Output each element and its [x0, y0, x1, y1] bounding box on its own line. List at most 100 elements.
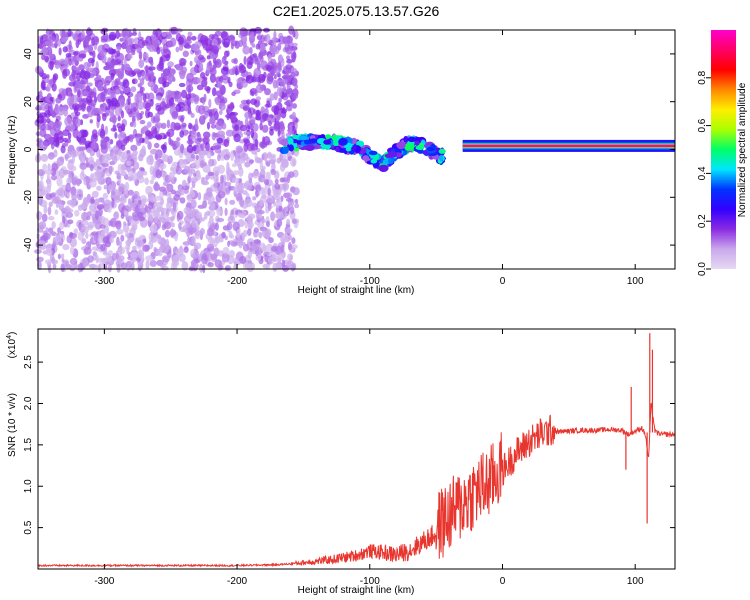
noise-point [185, 152, 192, 162]
noise-point [249, 116, 256, 124]
tone-point [404, 142, 415, 151]
noise-point [133, 68, 141, 73]
noise-point [286, 59, 293, 64]
noise-point [144, 204, 148, 212]
noise-point [225, 129, 234, 137]
colorbar-gradient [711, 30, 736, 269]
y-tick-label: 20 [23, 96, 34, 108]
noise-point [289, 205, 295, 215]
noise-point [54, 40, 58, 49]
noise-point [242, 45, 250, 55]
noise-point [182, 179, 187, 187]
noise-point [285, 45, 293, 55]
noise-point [81, 257, 89, 268]
noise-point [81, 169, 85, 177]
noise-point [87, 221, 95, 229]
noise-point [153, 142, 160, 149]
tone-point [378, 164, 389, 172]
noise-point [220, 151, 225, 157]
noise-point [99, 49, 107, 57]
noise-point [243, 142, 249, 152]
noise-point [255, 57, 259, 62]
noise-point [38, 180, 44, 190]
noise-point [108, 165, 113, 175]
noise-point [131, 102, 139, 112]
noise-point [172, 201, 177, 212]
noise-point [210, 253, 218, 260]
tone-point [325, 134, 332, 140]
noise-point [284, 206, 289, 212]
noise-point [166, 208, 170, 217]
noise-point [239, 27, 248, 37]
noise-point [67, 132, 72, 140]
noise-point [185, 93, 192, 100]
noise-point [203, 93, 207, 103]
noise-point [187, 31, 193, 37]
noise-point [148, 45, 156, 52]
noise-point [182, 50, 189, 58]
noise-point [283, 36, 290, 46]
noise-point [86, 147, 92, 154]
noise-point [175, 46, 180, 53]
noise-point [119, 37, 124, 42]
noise-point [155, 169, 162, 179]
noise-point [221, 252, 230, 263]
noise-point [76, 146, 83, 152]
noise-point [273, 91, 278, 101]
noise-point [159, 163, 167, 170]
noise-point [224, 266, 231, 271]
noise-point [124, 102, 129, 112]
noise-point [285, 227, 293, 234]
noise-point [278, 97, 282, 103]
noise-point [238, 167, 244, 177]
noise-point [117, 194, 121, 201]
noise-point [291, 78, 298, 86]
noise-point [49, 104, 54, 115]
noise-point [162, 81, 170, 88]
noise-point [275, 211, 281, 218]
noise-point [97, 263, 101, 273]
noise-point [155, 115, 160, 123]
noise-point [161, 224, 167, 231]
noise-point [185, 221, 191, 228]
noise-point [236, 120, 243, 126]
noise-point [112, 145, 120, 155]
noise-point [233, 257, 238, 266]
noise-point [49, 136, 54, 145]
noise-point [245, 156, 251, 162]
noise-point [83, 226, 90, 234]
noise-point [220, 31, 229, 41]
noise-point [158, 249, 163, 257]
noise-point [252, 170, 259, 179]
noise-point [208, 111, 213, 118]
noise-point [190, 162, 197, 168]
noise-point [292, 187, 300, 196]
noise-point [174, 90, 180, 96]
noise-point [182, 225, 187, 232]
noise-point [103, 199, 112, 206]
noise-point [98, 197, 105, 203]
noise-point [215, 222, 219, 231]
noise-point [290, 157, 297, 167]
noise-point [281, 57, 285, 67]
noise-point [233, 187, 237, 193]
noise-point [125, 215, 133, 221]
noise-point [83, 219, 89, 226]
noise-point [60, 230, 65, 235]
noise-point [223, 154, 230, 161]
noise-point [251, 123, 259, 132]
noise-point [151, 223, 158, 234]
noise-point [190, 199, 197, 209]
spectrogram-marks [34, 25, 675, 274]
noise-point [233, 57, 238, 65]
noise-point [264, 88, 271, 96]
noise-point [67, 219, 74, 225]
noise-point [220, 174, 224, 184]
noise-point [239, 197, 245, 208]
noise-point [53, 195, 61, 204]
noise-point [74, 118, 82, 127]
noise-point [92, 129, 98, 137]
noise-point [167, 61, 175, 68]
noise-point [220, 66, 229, 76]
noise-point [120, 97, 125, 106]
